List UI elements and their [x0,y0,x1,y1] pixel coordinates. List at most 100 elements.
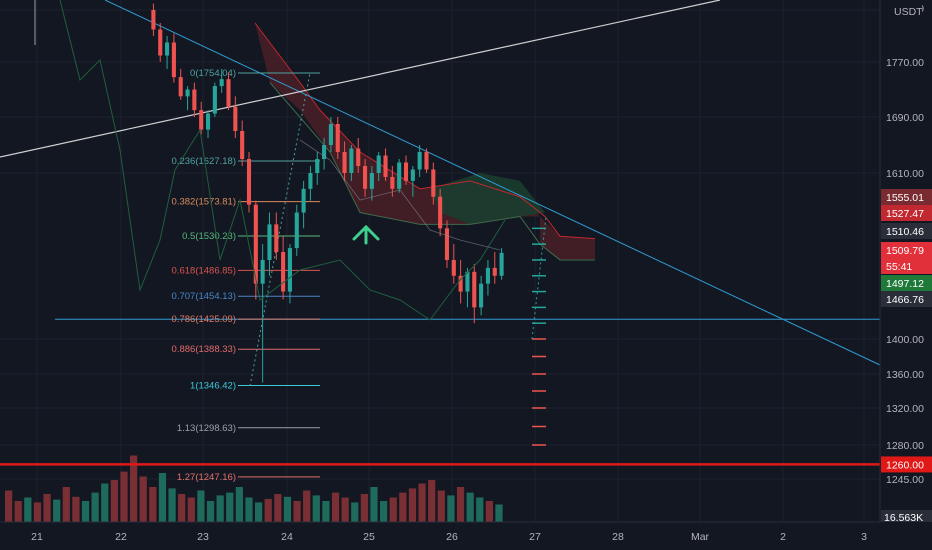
volume-bar-21 [206,501,215,522]
volume-bar-33 [322,501,330,522]
candle-body-38 [410,169,415,181]
fib-label-10: 1.27(1247.16) [177,472,236,483]
candle-body-6 [192,89,197,111]
fib-label-9: 1.13(1298.63) [177,423,236,434]
volume-bar-11 [110,480,118,522]
volume-bar-28 [274,494,282,522]
volume-bar-0 [5,490,13,522]
fib-label-3: 0.5(1530.23) [182,231,236,242]
volume-bar-26 [255,502,263,522]
price-tag-label-5: 1466.76 [886,294,924,306]
volume-bar-23 [226,492,234,522]
volume-bar-44 [428,480,436,522]
volume-bar-14 [139,476,147,522]
candle-body-2 [165,42,170,56]
candle-body-23 [308,173,313,189]
volume-bar-13 [130,455,138,522]
volume-bar-4 [43,494,51,522]
candle-body-18 [274,224,279,253]
price-tag-bg-5 [881,291,932,307]
volume-bar-2 [24,497,32,522]
volume-bar-20 [197,490,205,522]
x-tick-label-6: 27 [529,531,541,543]
volume-bar-48 [466,492,474,522]
volume-bars [5,455,503,522]
candle-body-49 [485,267,490,284]
price-tag-bg-0 [881,189,932,205]
volume-bar-38 [370,487,378,522]
candlesticks [59,0,506,383]
volume-bar-8 [81,501,90,522]
candle-body-1 [158,29,163,56]
volume-bar-27 [264,498,272,522]
candle-body-31 [363,166,368,189]
x-tick-label-4: 25 [363,531,375,543]
trend-lines [0,0,881,466]
volume-bar-12 [120,471,128,522]
candle-body-46 [465,271,470,292]
x-tick-label-1: 22 [115,531,127,543]
y-tick-label-3: 1360.00 [886,369,924,381]
volume-bar-47 [456,487,465,522]
volume-bar-15 [149,487,157,522]
lagging-span [59,0,506,321]
fib-label-8: 1(1346.42) [190,381,236,392]
volume-bar-46 [447,495,455,522]
trend-line-white-up [0,0,721,158]
volume-bar-25 [245,497,253,522]
volume-bar-18 [178,494,186,522]
time-axis[interactable]: 21 22 23 24 25 26 27 28 Mar 2 3 [31,531,867,543]
y-tick-label-5: 1610.00 [886,168,924,180]
x-tick-label-3: 24 [281,531,293,543]
x-tick-label-0: 21 [31,531,43,543]
volume-bar-29 [283,496,292,522]
candle-body-30 [356,148,361,166]
fib-label-2: 0.382(1573.81) [172,197,236,208]
currency-label: USDT [894,6,923,18]
y-tick-label-0: 1245.00 [886,474,924,486]
x-tick-label-9: 2 [780,531,786,543]
candle-body-10 [219,79,224,87]
candle-body-44 [451,259,456,276]
cloud-green [430,173,545,225]
volume-bar-37 [360,494,368,522]
volume-bar-7 [72,496,80,522]
candle-body-5 [185,89,190,97]
x-tick-label-10: 3 [861,531,867,543]
volume-bar-16 [158,473,167,522]
price-axis[interactable]: 1245.00 1280.00 1320.00 1360.00 1400.00 1610.… [886,3,924,486]
time-axis-bg [0,522,932,550]
volume-bar-40 [389,497,397,522]
volume-bar-9 [91,492,99,522]
kijun-line [299,139,501,251]
volume-bar-10 [101,483,109,522]
price-tag-label-2: 1510.46 [886,226,924,238]
candle-body-36 [397,162,402,189]
candle-body-11 [226,79,231,107]
volume-bar-42 [408,488,417,522]
x-tick-label-7: 28 [612,531,624,543]
fib-label-7: 0.886(1388.33) [172,344,236,355]
candle-body-47 [472,271,477,308]
candle-body-43 [444,228,450,260]
volume-bar-24 [235,487,243,522]
volume-bar-22 [216,495,224,522]
y-tick-label-4: 1400.00 [886,334,924,346]
fib-diagonal [249,72,311,386]
candle-body-32 [369,173,374,189]
candle-body-22 [301,188,306,213]
candle-body-8 [205,113,211,130]
volume-bar-39 [380,501,388,522]
candle-body-34 [383,155,388,177]
y-tick-label-1: 1280.00 [886,440,924,452]
price-tag-label-3: 1509.79 [886,245,924,257]
candle-body-12 [233,106,238,131]
candle-body-24 [315,159,320,173]
y-tick-label-6: 1690.00 [886,112,924,124]
volume-bar-36 [351,502,359,522]
price-tag-bg-6 [881,456,932,473]
candle-body-20 [287,248,292,292]
fib-label-6: 0.786(1425.09) [172,314,236,325]
fib-label-4: 0.618(1486.85) [172,265,236,276]
